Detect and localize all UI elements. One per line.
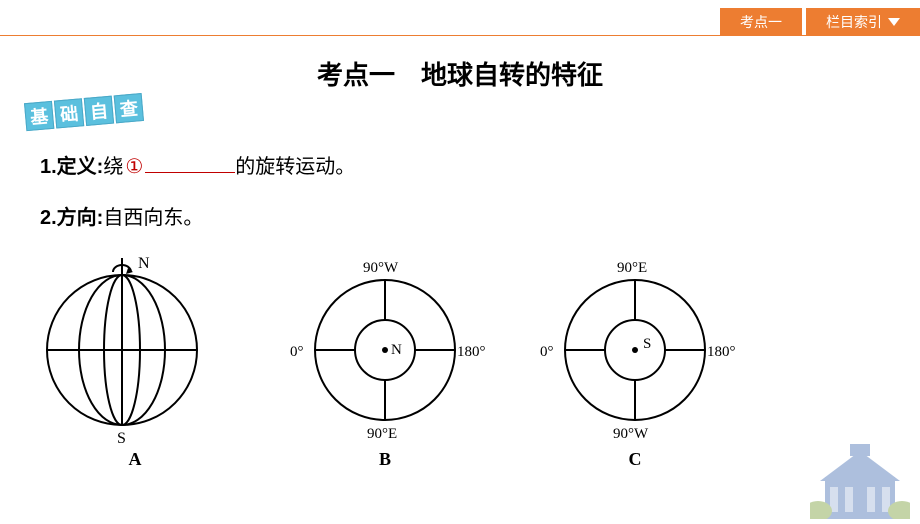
- diagram-b-label: B: [285, 449, 485, 470]
- blank-number: ①: [125, 156, 143, 178]
- label-top: 90°E: [617, 260, 647, 276]
- nav-btn-topic-label: 考点一: [740, 12, 782, 32]
- label-s: S: [117, 430, 126, 445]
- def-label: 1.定义:: [40, 156, 103, 178]
- diagrams-row: N S A N 90°W 90°E 0° 180° B: [35, 250, 735, 480]
- divider-line: [0, 35, 920, 36]
- diagram-c: S 90°E 90°W 0° 180° C: [535, 250, 735, 480]
- def-text2: 的旋转运动。: [235, 156, 355, 178]
- badge-char: 基: [24, 101, 54, 131]
- building-decoration: [810, 439, 910, 519]
- label-bottom: 90°E: [367, 426, 397, 442]
- diagram-a-label: A: [35, 449, 235, 470]
- content-area: 1.定义:绕① 的旋转运动。 2.方向:自西向东。: [40, 150, 880, 230]
- label-n: N: [138, 255, 150, 272]
- direction-line: 2.方向:自西向东。: [40, 201, 880, 230]
- dir-label: 2.方向:: [40, 207, 103, 229]
- fill-blank[interactable]: [145, 155, 235, 173]
- nav-btn-index[interactable]: 栏目索引: [806, 8, 920, 36]
- section-badge: 基 础 自 查: [24, 93, 146, 131]
- chevron-down-icon: [888, 18, 900, 26]
- label-center: S: [643, 336, 651, 352]
- nav-btn-topic[interactable]: 考点一: [720, 8, 802, 36]
- label-left: 0°: [290, 344, 304, 360]
- badge-char: 自: [84, 96, 114, 126]
- label-right: 180°: [457, 344, 485, 360]
- dir-text: 自西向东。: [103, 207, 203, 229]
- label-right: 180°: [707, 344, 735, 360]
- label-center: N: [391, 342, 402, 358]
- badge-char: 础: [54, 98, 84, 128]
- def-text1: 绕: [103, 156, 123, 178]
- top-nav: 考点一 栏目索引: [716, 8, 920, 36]
- label-bottom: 90°W: [613, 426, 649, 442]
- diagram-b: N 90°W 90°E 0° 180° B: [285, 250, 485, 480]
- badge-char: 查: [114, 93, 144, 123]
- nav-btn-index-label: 栏目索引: [826, 12, 882, 32]
- diagram-a: N S A: [35, 250, 235, 480]
- label-left: 0°: [540, 344, 554, 360]
- definition-line: 1.定义:绕① 的旋转运动。: [40, 150, 880, 179]
- diagram-c-label: C: [535, 449, 735, 470]
- label-top: 90°W: [363, 260, 399, 276]
- page-title: 考点一 地球自转的特征: [0, 55, 920, 92]
